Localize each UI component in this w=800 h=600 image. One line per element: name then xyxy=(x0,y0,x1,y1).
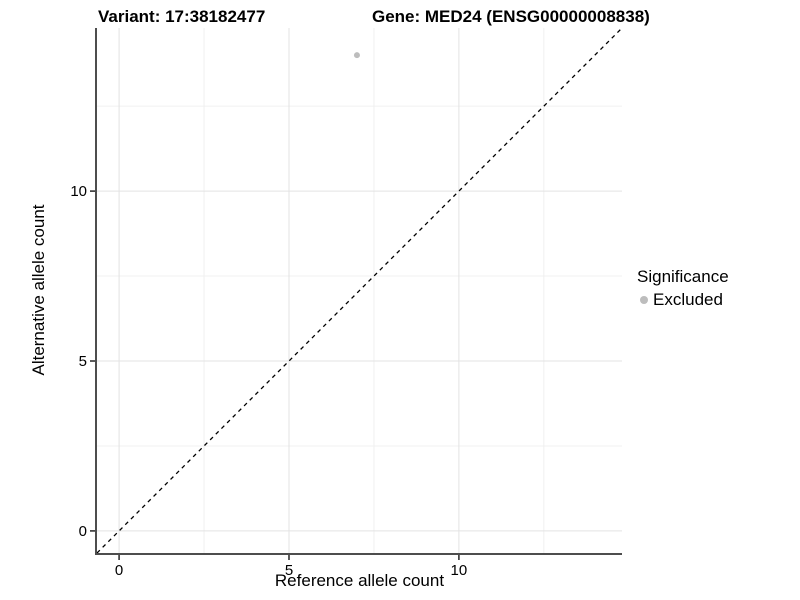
legend-item-label: Excluded xyxy=(653,290,723,309)
y-tick-label: 0 xyxy=(79,523,87,540)
identity-dashed-line xyxy=(96,27,623,554)
x-axis-title: Reference allele count xyxy=(274,571,445,590)
legend-title: Significance xyxy=(637,267,729,286)
legend-item-excluded: Excluded xyxy=(637,290,729,310)
y-tick-label: 10 xyxy=(70,183,87,200)
plot-title-variant: Variant: 17:38182477 xyxy=(98,7,266,26)
x-tick-label: 0 xyxy=(115,562,123,579)
legend-point-icon xyxy=(640,296,648,304)
y-axis-title: Alternative allele count xyxy=(29,204,48,376)
legend: Significance Excluded xyxy=(637,267,729,310)
data-point xyxy=(353,52,360,59)
x-tick-label: 10 xyxy=(451,562,468,579)
x-tick-label: 5 xyxy=(285,562,293,579)
plot-title-gene: Gene: MED24 (ENSG00000008838) xyxy=(372,7,650,26)
y-tick-label: 5 xyxy=(79,353,87,370)
